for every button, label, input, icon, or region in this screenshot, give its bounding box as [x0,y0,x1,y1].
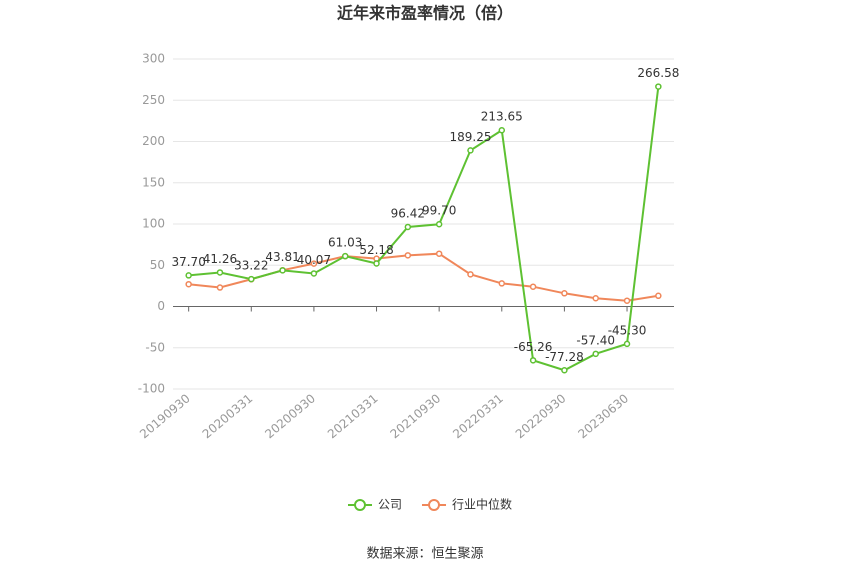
data-point [655,83,662,90]
data-label: 41.26 [203,252,237,266]
source-note: 数据来源：恒生聚源 [366,547,483,562]
y-tick-label: 100 [142,217,165,231]
x-tick-label: 20200930 [262,391,318,441]
y-tick-label: 0 [157,299,165,313]
data-label: 40.07 [297,253,331,267]
data-point [529,357,537,364]
data-label: 37.70 [171,255,205,269]
data-point [561,290,568,297]
data-label: 33.22 [234,259,268,273]
y-tick-label: -50 [145,340,165,354]
data-point [310,260,318,267]
x-tick-label: 20220331 [450,391,506,441]
data-point [561,367,568,374]
data-point [185,272,192,279]
data-point [373,260,380,267]
data-label: 96.42 [391,206,425,220]
data-point [248,275,255,283]
data-point [498,126,506,134]
x-tick-label: 20220930 [513,391,569,441]
x-tick-label: 20210331 [325,391,381,441]
y-tick-label: -100 [138,382,165,396]
x-tick-label: 20230630 [575,391,631,441]
x-tick-label: 20200331 [200,391,256,441]
y-tick-label: 200 [142,134,165,148]
data-point [404,252,412,259]
data-label: -77.28 [545,350,584,364]
data-point [655,292,662,300]
data-point [467,147,474,154]
series-line [188,86,660,372]
data-point [623,340,631,348]
data-point [216,284,224,291]
y-tick-label: 150 [142,175,165,189]
data-label: 99.70 [422,204,456,218]
data-label: 61.03 [328,236,362,250]
data-label: 43.81 [265,250,299,264]
y-tick-label: 250 [142,93,165,107]
data-point [623,297,631,304]
data-point [435,220,443,228]
data-point [279,267,286,274]
data-label: 189.25 [449,130,491,144]
data-point [185,280,192,288]
data-label: -65.26 [514,340,553,354]
data-point [467,271,474,278]
legend-marker [428,499,441,511]
x-tick-label: 20210930 [388,391,444,441]
data-point [216,269,224,276]
legend-label: 行业中位数 [452,497,512,512]
data-point [310,270,318,277]
data-label: 52.18 [359,243,393,257]
data-label: -45.30 [608,323,647,337]
legend-marker [354,499,366,511]
y-tick-label: 300 [142,52,165,66]
data-point [529,283,537,290]
data-point [592,295,599,302]
y-tick-label: 50 [150,258,165,272]
data-point [592,350,599,358]
data-point [341,252,349,260]
data-label: -57.40 [576,333,615,347]
data-point [498,280,506,287]
data-point [404,223,412,231]
x-tick-label: 20190930 [137,391,193,441]
data-label: 266.58 [637,66,679,80]
chart-title: 近年来市盈率情况（倍） [337,4,513,23]
legend-label: 公司 [378,498,402,512]
data-point [435,250,443,257]
data-label: 213.65 [481,110,523,124]
